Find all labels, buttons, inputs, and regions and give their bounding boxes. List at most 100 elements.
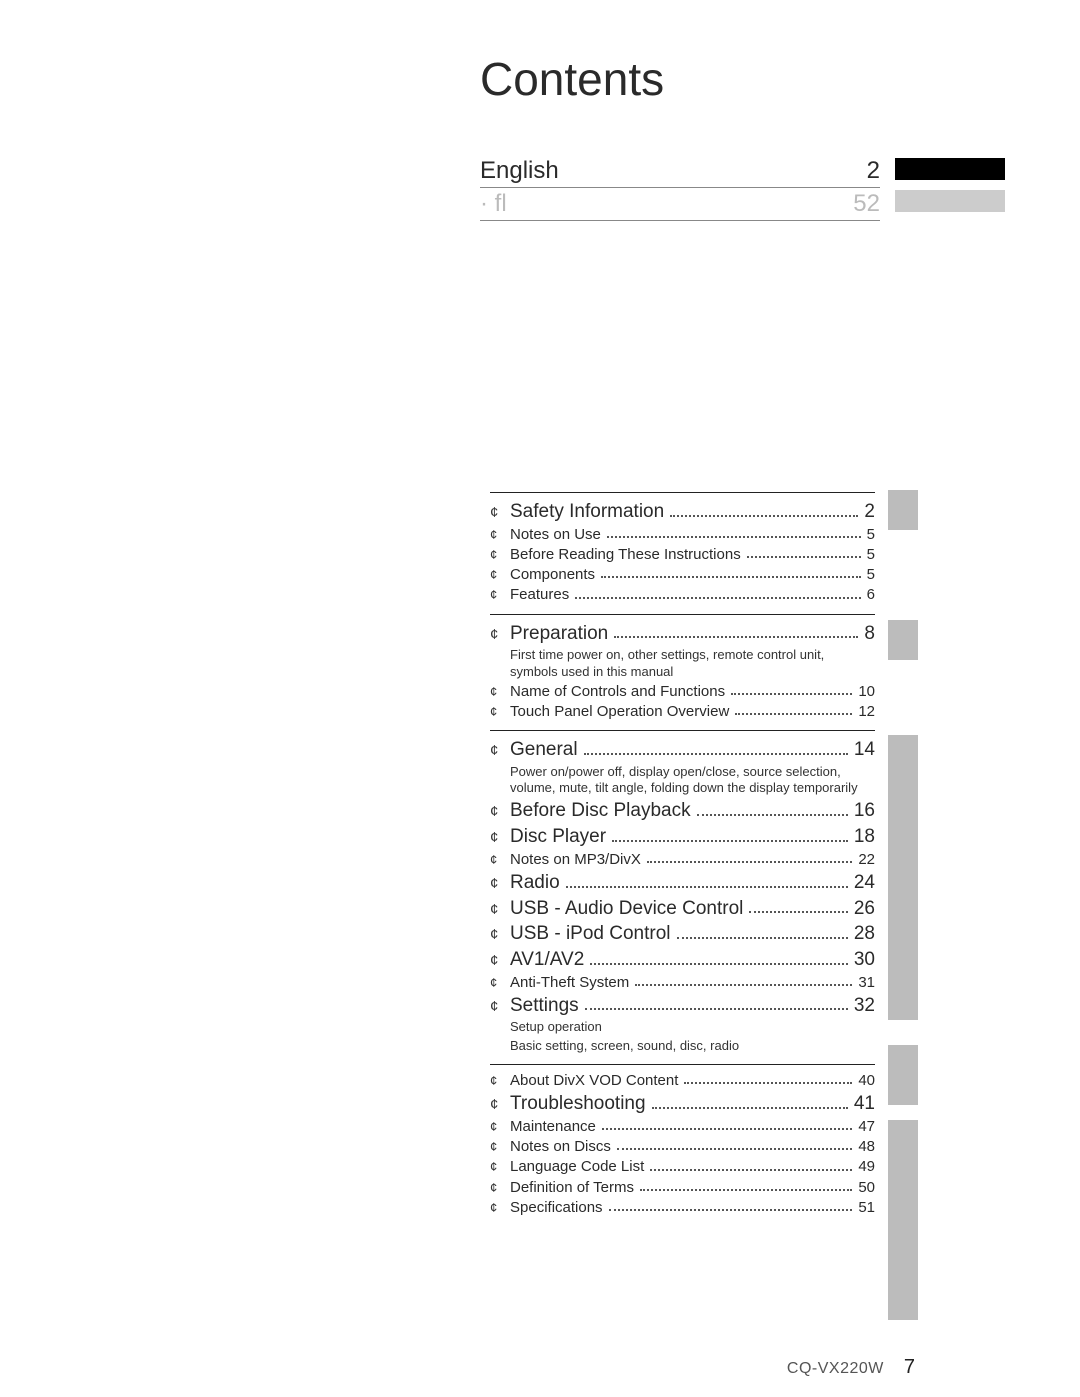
toc-row[interactable]: ¢Before Reading These Instructions5 — [490, 545, 875, 565]
bullet-icon: ¢ — [490, 802, 510, 822]
toc-entry-title: USB - Audio Device Control — [510, 896, 743, 922]
toc-section: ¢General14Power on/power off, display op… — [490, 730, 875, 1064]
toc-row[interactable]: ¢Notes on Use5 — [490, 525, 875, 545]
toc-entry-page: 31 — [858, 973, 875, 993]
toc-entry-page: 30 — [854, 947, 875, 973]
toc-row[interactable]: ¢About DivX VOD Content40 — [490, 1071, 875, 1091]
leader-dots — [747, 556, 861, 558]
leader-dots — [652, 1107, 848, 1109]
toc-entry-page: 32 — [854, 993, 875, 1019]
toc-entry-title: General — [510, 737, 578, 763]
toc-row[interactable]: ¢Features6 — [490, 585, 875, 605]
bullet-icon: ¢ — [490, 851, 510, 869]
bullet-icon: ¢ — [490, 1095, 510, 1115]
bullet-icon: ¢ — [490, 1138, 510, 1156]
toc-entry-title: Specifications — [510, 1198, 603, 1218]
language-label: English — [480, 157, 559, 185]
toc-row[interactable]: ¢Components5 — [490, 565, 875, 585]
toc-row[interactable]: ¢Maintenance47 — [490, 1117, 875, 1137]
toc-row[interactable]: ¢Troubleshooting41 — [490, 1091, 875, 1117]
toc-entry-title: Notes on Discs — [510, 1137, 611, 1157]
bullet-icon: ¢ — [490, 951, 510, 971]
toc-row[interactable]: ¢Radio24 — [490, 870, 875, 896]
toc-entry-page: 5 — [867, 525, 875, 545]
bullet-icon: ¢ — [490, 1072, 510, 1090]
bullet-icon: ¢ — [490, 925, 510, 945]
toc-row[interactable]: ¢Anti-Theft System31 — [490, 973, 875, 993]
language-row-english[interactable]: English 2 — [480, 155, 880, 188]
page-footer: CQ-VX220W 7 — [787, 1356, 915, 1379]
leader-dots — [584, 753, 848, 755]
leader-dots — [590, 963, 848, 965]
leader-dots — [640, 1189, 852, 1191]
lang-bar-active — [895, 158, 1005, 180]
toc-row[interactable]: ¢Name of Controls and Functions10 — [490, 682, 875, 702]
bullet-icon: ¢ — [490, 1199, 510, 1217]
toc-entry-page: 16 — [854, 798, 875, 824]
toc-entry-page: 2 — [864, 499, 875, 525]
toc-row[interactable]: ¢AV1/AV2 30 — [490, 947, 875, 973]
toc-entry-subtext: Basic setting, screen, sound, disc, radi… — [490, 1038, 875, 1054]
leader-dots — [670, 515, 858, 517]
toc-entry-title: Language Code List — [510, 1157, 644, 1177]
sidebar-tab — [888, 1120, 918, 1320]
toc-row[interactable]: ¢General 14 — [490, 737, 875, 763]
leader-dots — [647, 861, 852, 863]
toc-entry-page: 14 — [854, 737, 875, 763]
toc-entry-title: Maintenance — [510, 1117, 596, 1137]
toc-row[interactable]: ¢Settings 32 — [490, 993, 875, 1019]
toc-row[interactable]: ¢Safety Information2 — [490, 499, 875, 525]
toc-entry-title: AV1/AV2 — [510, 947, 584, 973]
toc-entry-subtext: Power on/power off, display open/close, … — [490, 764, 875, 797]
leader-dots — [617, 1148, 852, 1150]
language-row-other[interactable]: · fl 52 — [480, 188, 880, 221]
toc-entry-page: 50 — [858, 1178, 875, 1198]
toc-entry-title: Settings — [510, 993, 579, 1019]
bullet-icon: ¢ — [490, 997, 510, 1017]
language-page: 2 — [867, 157, 880, 185]
bullet-icon: ¢ — [490, 586, 510, 604]
leader-dots — [585, 1008, 848, 1010]
leader-dots — [684, 1082, 852, 1084]
toc-entry-page: 48 — [858, 1137, 875, 1157]
leader-dots — [635, 984, 852, 986]
toc-entry-title: Disc Player — [510, 824, 606, 850]
toc-entry-page: 5 — [867, 545, 875, 565]
toc-row[interactable]: ¢USB - iPod Control28 — [490, 921, 875, 947]
footer-page-number: 7 — [904, 1356, 915, 1379]
toc-entry-title: Name of Controls and Functions — [510, 682, 725, 702]
toc-entry-page: 24 — [854, 870, 875, 896]
toc-entry-page: 28 — [854, 921, 875, 947]
leader-dots — [601, 576, 861, 578]
toc-row[interactable]: ¢Specifications51 — [490, 1198, 875, 1218]
toc-entry-page: 40 — [858, 1071, 875, 1091]
leader-dots — [614, 636, 858, 638]
toc-entry-page: 26 — [854, 896, 875, 922]
toc-entry-title: Notes on MP3/DivX — [510, 850, 641, 870]
toc-entry-title: Preparation — [510, 621, 608, 647]
footer-model: CQ-VX220W — [787, 1360, 884, 1378]
bullet-icon: ¢ — [490, 566, 510, 584]
toc-row[interactable]: ¢Disc Player18 — [490, 824, 875, 850]
toc-section: ¢ Safety Information 2 ¢ Notes on Use 5¢Befor… — [490, 492, 875, 614]
toc-row[interactable]: ¢Preparation8 — [490, 621, 875, 647]
leader-dots — [566, 886, 848, 888]
toc-row[interactable]: ¢Touch Panel Operation Overview12 — [490, 702, 875, 722]
toc-row[interactable]: ¢Before Disc Playback16 — [490, 798, 875, 824]
leader-dots — [575, 597, 860, 599]
toc-row[interactable]: ¢Definition of Terms50 — [490, 1178, 875, 1198]
toc-entry-page: 12 — [858, 702, 875, 722]
toc-entry-page: 18 — [854, 824, 875, 850]
bullet-icon: ¢ — [490, 741, 510, 761]
toc-entry-title: Safety Information — [510, 499, 664, 525]
toc-row[interactable]: ¢USB - Audio Device Control26 — [490, 896, 875, 922]
toc-entry-page: 6 — [867, 585, 875, 605]
toc-row[interactable]: ¢Notes on Discs 48 — [490, 1137, 875, 1157]
language-page: 52 — [853, 190, 880, 218]
toc-entry-page: 10 — [858, 682, 875, 702]
toc-entry-title: Notes on Use — [510, 525, 601, 545]
toc-row[interactable]: ¢Notes on MP3/DivX22 — [490, 850, 875, 870]
sidebar-tab — [888, 735, 918, 1020]
toc-row[interactable]: ¢Language Code List49 — [490, 1157, 875, 1177]
leader-dots — [749, 911, 847, 913]
